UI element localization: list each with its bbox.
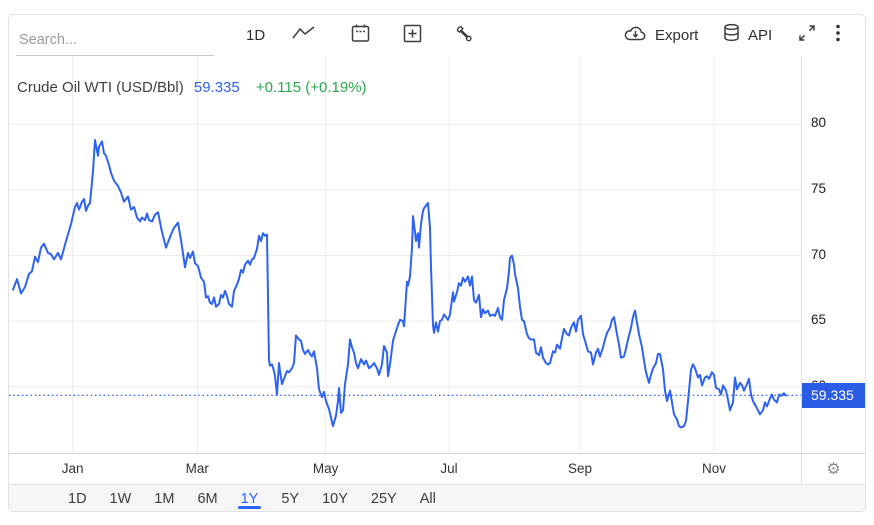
price-chart[interactable] xyxy=(9,56,801,453)
range-button-all[interactable]: All xyxy=(419,490,436,507)
tools-button[interactable] xyxy=(453,15,474,56)
api-button[interactable]: API xyxy=(722,15,772,56)
interval-label: 1D xyxy=(246,27,266,44)
instrument-header: Crude Oil WTI (USD/Bbl) 59.335 +0.115 (+… xyxy=(17,79,367,96)
range-button-10y[interactable]: 10Y xyxy=(322,490,348,507)
instrument-price: 59.335 xyxy=(193,79,240,96)
x-axis-label: Nov xyxy=(701,461,727,476)
y-axis-label: 65 xyxy=(811,312,827,328)
interval-button[interactable]: 1D xyxy=(246,15,265,56)
search-input[interactable] xyxy=(16,25,214,56)
wrench-icon xyxy=(453,23,474,49)
export-cloud-icon xyxy=(624,25,648,47)
kebab-menu-icon xyxy=(835,23,841,48)
fullscreen-expand-icon xyxy=(797,23,817,48)
range-button-6m[interactable]: 6M xyxy=(197,490,218,507)
y-axis: 59.335 8075706560 xyxy=(801,56,865,453)
export-button[interactable]: Export xyxy=(624,15,698,56)
line-chart-icon xyxy=(291,25,316,46)
more-menu-button[interactable] xyxy=(835,15,841,56)
range-selector: 1D 1W 1M 6M 1Y 5Y 10Y 25Y All xyxy=(9,484,865,511)
range-button-1y[interactable]: 1Y xyxy=(237,485,262,511)
instrument-title: Crude Oil WTI (USD/Bbl) xyxy=(17,79,184,96)
x-axis-label: Mar xyxy=(185,461,209,476)
api-database-icon xyxy=(722,23,741,48)
range-button-1m[interactable]: 1M xyxy=(154,490,175,507)
chart-widget: 1D xyxy=(8,14,866,512)
last-price-flag: 59.335 xyxy=(802,382,865,408)
x-axis-label: Sep xyxy=(567,461,593,476)
x-axis-label: May xyxy=(312,461,339,476)
fullscreen-button[interactable] xyxy=(797,15,817,56)
calendar-icon xyxy=(350,23,371,49)
range-button-5y[interactable]: 5Y xyxy=(281,490,300,507)
range-button-25y[interactable]: 25Y xyxy=(370,490,397,507)
price-series-line xyxy=(12,139,787,429)
date-range-button[interactable] xyxy=(350,15,371,56)
api-label: API xyxy=(748,27,773,44)
add-indicator-button[interactable] xyxy=(402,15,423,56)
x-axis-label: Jan xyxy=(61,461,84,476)
range-button-1w[interactable]: 1W xyxy=(109,490,132,507)
chart-settings-button[interactable]: ⚙ xyxy=(801,453,865,484)
gear-icon: ⚙ xyxy=(826,461,841,478)
y-axis-label: 75 xyxy=(811,180,827,196)
x-axis: Jan Mar May Jul Sep Nov xyxy=(9,453,801,484)
instrument-change: +0.115 (+0.19%) xyxy=(255,79,367,96)
x-axis-label: Jul xyxy=(440,461,458,476)
y-axis-label: 80 xyxy=(811,115,827,131)
chart-type-button[interactable] xyxy=(291,15,316,56)
y-axis-label: 70 xyxy=(811,246,827,262)
export-label: Export xyxy=(655,27,699,44)
range-button-1d[interactable]: 1D xyxy=(68,490,87,507)
plus-square-icon xyxy=(402,23,423,49)
